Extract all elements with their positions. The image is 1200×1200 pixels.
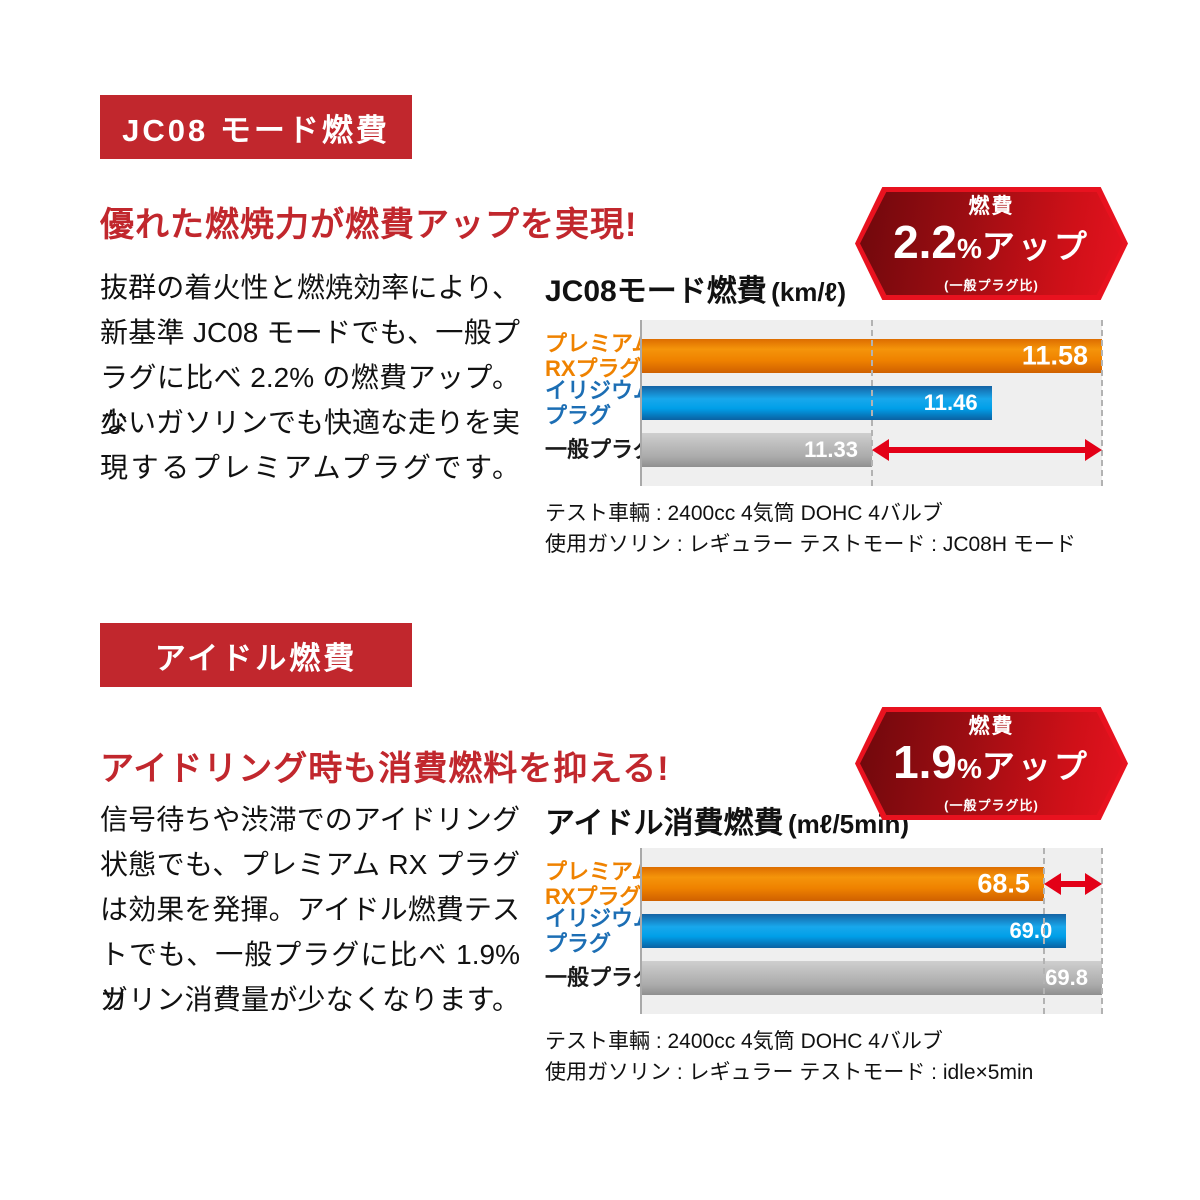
bar-label-standard: 一般プラグ: [545, 437, 655, 462]
dashed-guideline: [1042, 848, 1045, 1014]
arrow-shaft: [885, 447, 1089, 453]
badge-suffix: アップ: [981, 227, 1090, 265]
label-line: 一般プラグ: [545, 965, 656, 990]
badge-label: 燃費: [968, 714, 1015, 738]
bar-labels-jc08: プレミアム RXプラグ イリジウム プラグ 一般プラグ: [545, 320, 655, 486]
bar-value: 68.5: [977, 868, 1030, 899]
label-line: イリジウム: [545, 906, 656, 931]
badge-label: 燃費: [968, 194, 1015, 218]
arrow-left-icon: [1043, 873, 1061, 895]
chart-unit-text: (km/ℓ): [771, 277, 846, 307]
note-line: 使用ガソリン : レギュラー テストモード : JC08H モード: [545, 533, 1076, 556]
section-banner-idle: アイドル燃費: [100, 623, 412, 687]
arrow-shaft: [1056, 881, 1089, 887]
arrow-right-icon: [1084, 873, 1102, 895]
body-line: 状態でも、プレミアム RX プラグ: [100, 849, 520, 880]
bar-label-premium-rx: プレミアム RXプラグ: [545, 859, 653, 909]
body-paragraph-jc08: 抜群の着火性と燃焼効率により、 新基準 JC08 モードでも、一般プ ラグに比べ…: [100, 265, 520, 490]
bar-value: 11.46: [923, 390, 978, 415]
test-conditions-jc08: テスト車輛 : 2400cc 4気筒 DOHC 4バルブ 使用ガソリン : レギ…: [545, 498, 1076, 560]
label-line: プラグ: [545, 931, 612, 956]
arrow-right-icon: [1085, 439, 1102, 461]
note-line: テスト車輛 : 2400cc 4気筒 DOHC 4バルブ: [545, 502, 943, 525]
fuel-up-badge-jc08: 燃費 2.2%アップ (一般プラグ比): [855, 187, 1128, 300]
bar-value: 11.33: [804, 437, 858, 462]
body-line: トでも、一般プラグに比べ 1.9% ガ: [100, 939, 520, 1015]
body-line: ラグに比べ 2.2% の燃費アップ。少: [100, 362, 520, 438]
hexagon-fill: [860, 712, 1123, 815]
body-line: ないガソリンでも快適な走りを実: [100, 407, 521, 438]
badge-value: 1.9: [893, 735, 958, 788]
body-line: ソリン消費量が少なくなります。: [100, 984, 520, 1015]
badge-note: (一般プラグ比): [944, 797, 1039, 813]
label-line: RXプラグ: [545, 884, 642, 909]
bar-value: 69.8: [1045, 965, 1088, 990]
body-line: 新基準 JC08 モードでも、一般プ: [100, 317, 520, 348]
section-headline-idle: アイドリング時も消費燃料を抑える!: [100, 750, 670, 788]
idle-bar-chart: 68.5 69.0 69.8: [640, 848, 1103, 1014]
badge-note: (一般プラグ比): [944, 277, 1039, 293]
bar-value: 69.0: [1009, 918, 1053, 943]
body-line: 現するプレミアムプラグです。: [100, 452, 520, 483]
bar-value: 11.58: [1021, 340, 1088, 371]
comparison-arrow: [872, 439, 1102, 461]
body-line: 抜群の着火性と燃焼効率により、: [100, 272, 520, 303]
bar-iridium: 69.0: [642, 914, 1067, 948]
note-line: 使用ガソリン : レギュラー テストモード : idle×5min: [545, 1061, 1034, 1084]
jc08-bar-chart: 11.58 11.46 11.33: [640, 320, 1103, 486]
chart-title-jc08: JC08モード燃費 (km/ℓ): [545, 266, 846, 310]
chart-title-text: JC08モード燃費: [545, 275, 767, 308]
note-line: テスト車輛 : 2400cc 4気筒 DOHC 4バルブ: [545, 1030, 943, 1053]
bar-labels-idle: プレミアム RXプラグ イリジウム プラグ 一般プラグ: [545, 848, 655, 1014]
label-line: プラグ: [545, 403, 612, 428]
bar-iridium: 11.46: [642, 386, 992, 420]
body-line: 信号待ちや渋滞でのアイドリング: [100, 804, 520, 835]
bar-label-iridium: イリジウム プラグ: [545, 906, 655, 956]
label-line: プレミアム: [545, 331, 654, 356]
label-line: RXプラグ: [545, 356, 642, 381]
chart-title-text: アイドル消費燃費: [545, 807, 784, 840]
body-paragraph-idle: 信号待ちや渋滞でのアイドリング 状態でも、プレミアム RX プラグ は効果を発揮…: [100, 797, 520, 1022]
bar-premium-rx: 68.5: [642, 867, 1044, 901]
section-headline-jc08: 優れた燃焼力が燃費アップを実現!: [100, 206, 638, 244]
label-line: プレミアム: [545, 859, 654, 884]
badge-suffix: アップ: [981, 747, 1090, 785]
bar-label-iridium: イリジウム プラグ: [545, 378, 655, 428]
badge-percent: %: [957, 752, 982, 784]
badge-percent: %: [957, 232, 982, 264]
bar-standard: 11.33: [642, 433, 872, 467]
dashed-guideline: [1101, 320, 1103, 486]
dashed-guideline: [1101, 848, 1103, 1014]
label-line: 一般プラグ: [545, 437, 656, 462]
hexagon-fill: [860, 192, 1123, 295]
badge-value-line: 1.9%アップ: [893, 739, 1090, 797]
bar-standard: 69.8: [642, 961, 1102, 995]
arrow-left-icon: [872, 439, 889, 461]
badge-value-line: 2.2%アップ: [893, 219, 1090, 277]
test-conditions-idle: テスト車輛 : 2400cc 4気筒 DOHC 4バルブ 使用ガソリン : レギ…: [545, 1026, 1033, 1088]
body-line: は効果を発揮。アイドル燃費テス: [100, 894, 520, 925]
badge-value: 2.2: [893, 215, 958, 268]
comparison-arrow: [1043, 873, 1102, 895]
label-line: イリジウム: [545, 378, 656, 403]
bar-label-premium-rx: プレミアム RXプラグ: [545, 331, 653, 381]
dashed-guideline: [871, 320, 873, 486]
section-banner-jc08: JC08 モード燃費: [100, 95, 412, 159]
bar-label-standard: 一般プラグ: [545, 965, 655, 990]
fuel-up-badge-idle: 燃費 1.9%アップ (一般プラグ比): [855, 707, 1128, 820]
